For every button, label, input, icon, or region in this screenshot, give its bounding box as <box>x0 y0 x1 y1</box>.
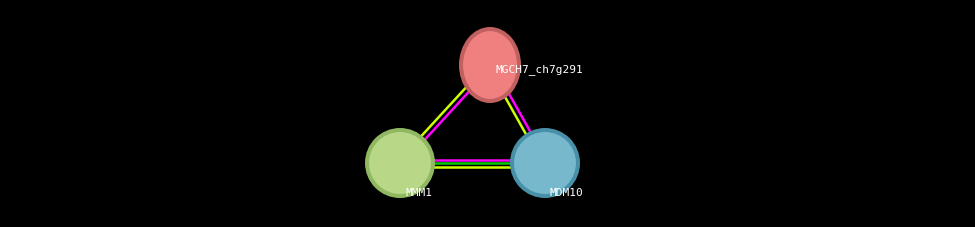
Ellipse shape <box>462 30 518 100</box>
Text: MGCH7_ch7g291: MGCH7_ch7g291 <box>495 64 583 75</box>
Ellipse shape <box>459 27 521 103</box>
Ellipse shape <box>365 128 435 198</box>
Ellipse shape <box>510 128 580 198</box>
Text: MDM10: MDM10 <box>550 188 584 198</box>
Ellipse shape <box>513 131 577 195</box>
Ellipse shape <box>368 131 432 195</box>
Text: MMM1: MMM1 <box>405 188 432 198</box>
